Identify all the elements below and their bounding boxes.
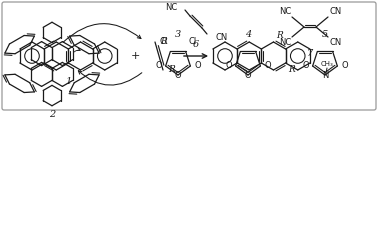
Text: N: N (322, 72, 328, 80)
Text: NC: NC (279, 7, 291, 16)
Text: CH₃: CH₃ (321, 61, 333, 67)
Text: 7: 7 (307, 49, 313, 58)
Text: 4: 4 (245, 30, 251, 39)
Text: R: R (276, 31, 283, 40)
Text: R: R (160, 37, 167, 45)
Text: +: + (130, 51, 140, 61)
Text: O: O (302, 61, 308, 69)
Text: O: O (264, 61, 271, 69)
Text: O: O (155, 61, 162, 69)
Text: 2: 2 (49, 110, 55, 119)
Text: CN: CN (329, 7, 341, 16)
Text: Cl: Cl (159, 37, 167, 47)
Text: CN: CN (215, 33, 227, 41)
Text: CN: CN (329, 38, 341, 47)
Text: 6: 6 (193, 40, 199, 49)
Text: O: O (245, 72, 251, 80)
FancyBboxPatch shape (2, 2, 376, 110)
Text: R: R (289, 65, 295, 74)
Text: Cl: Cl (189, 37, 197, 47)
Text: R: R (168, 65, 175, 73)
Text: 1: 1 (65, 77, 71, 86)
Text: 3: 3 (175, 30, 181, 39)
Text: O: O (225, 61, 232, 69)
Text: 5: 5 (322, 30, 328, 39)
Text: NC: NC (165, 3, 177, 11)
Text: NC: NC (279, 38, 291, 47)
Text: O: O (175, 72, 181, 80)
Text: O: O (194, 61, 201, 69)
Text: O: O (341, 61, 348, 69)
